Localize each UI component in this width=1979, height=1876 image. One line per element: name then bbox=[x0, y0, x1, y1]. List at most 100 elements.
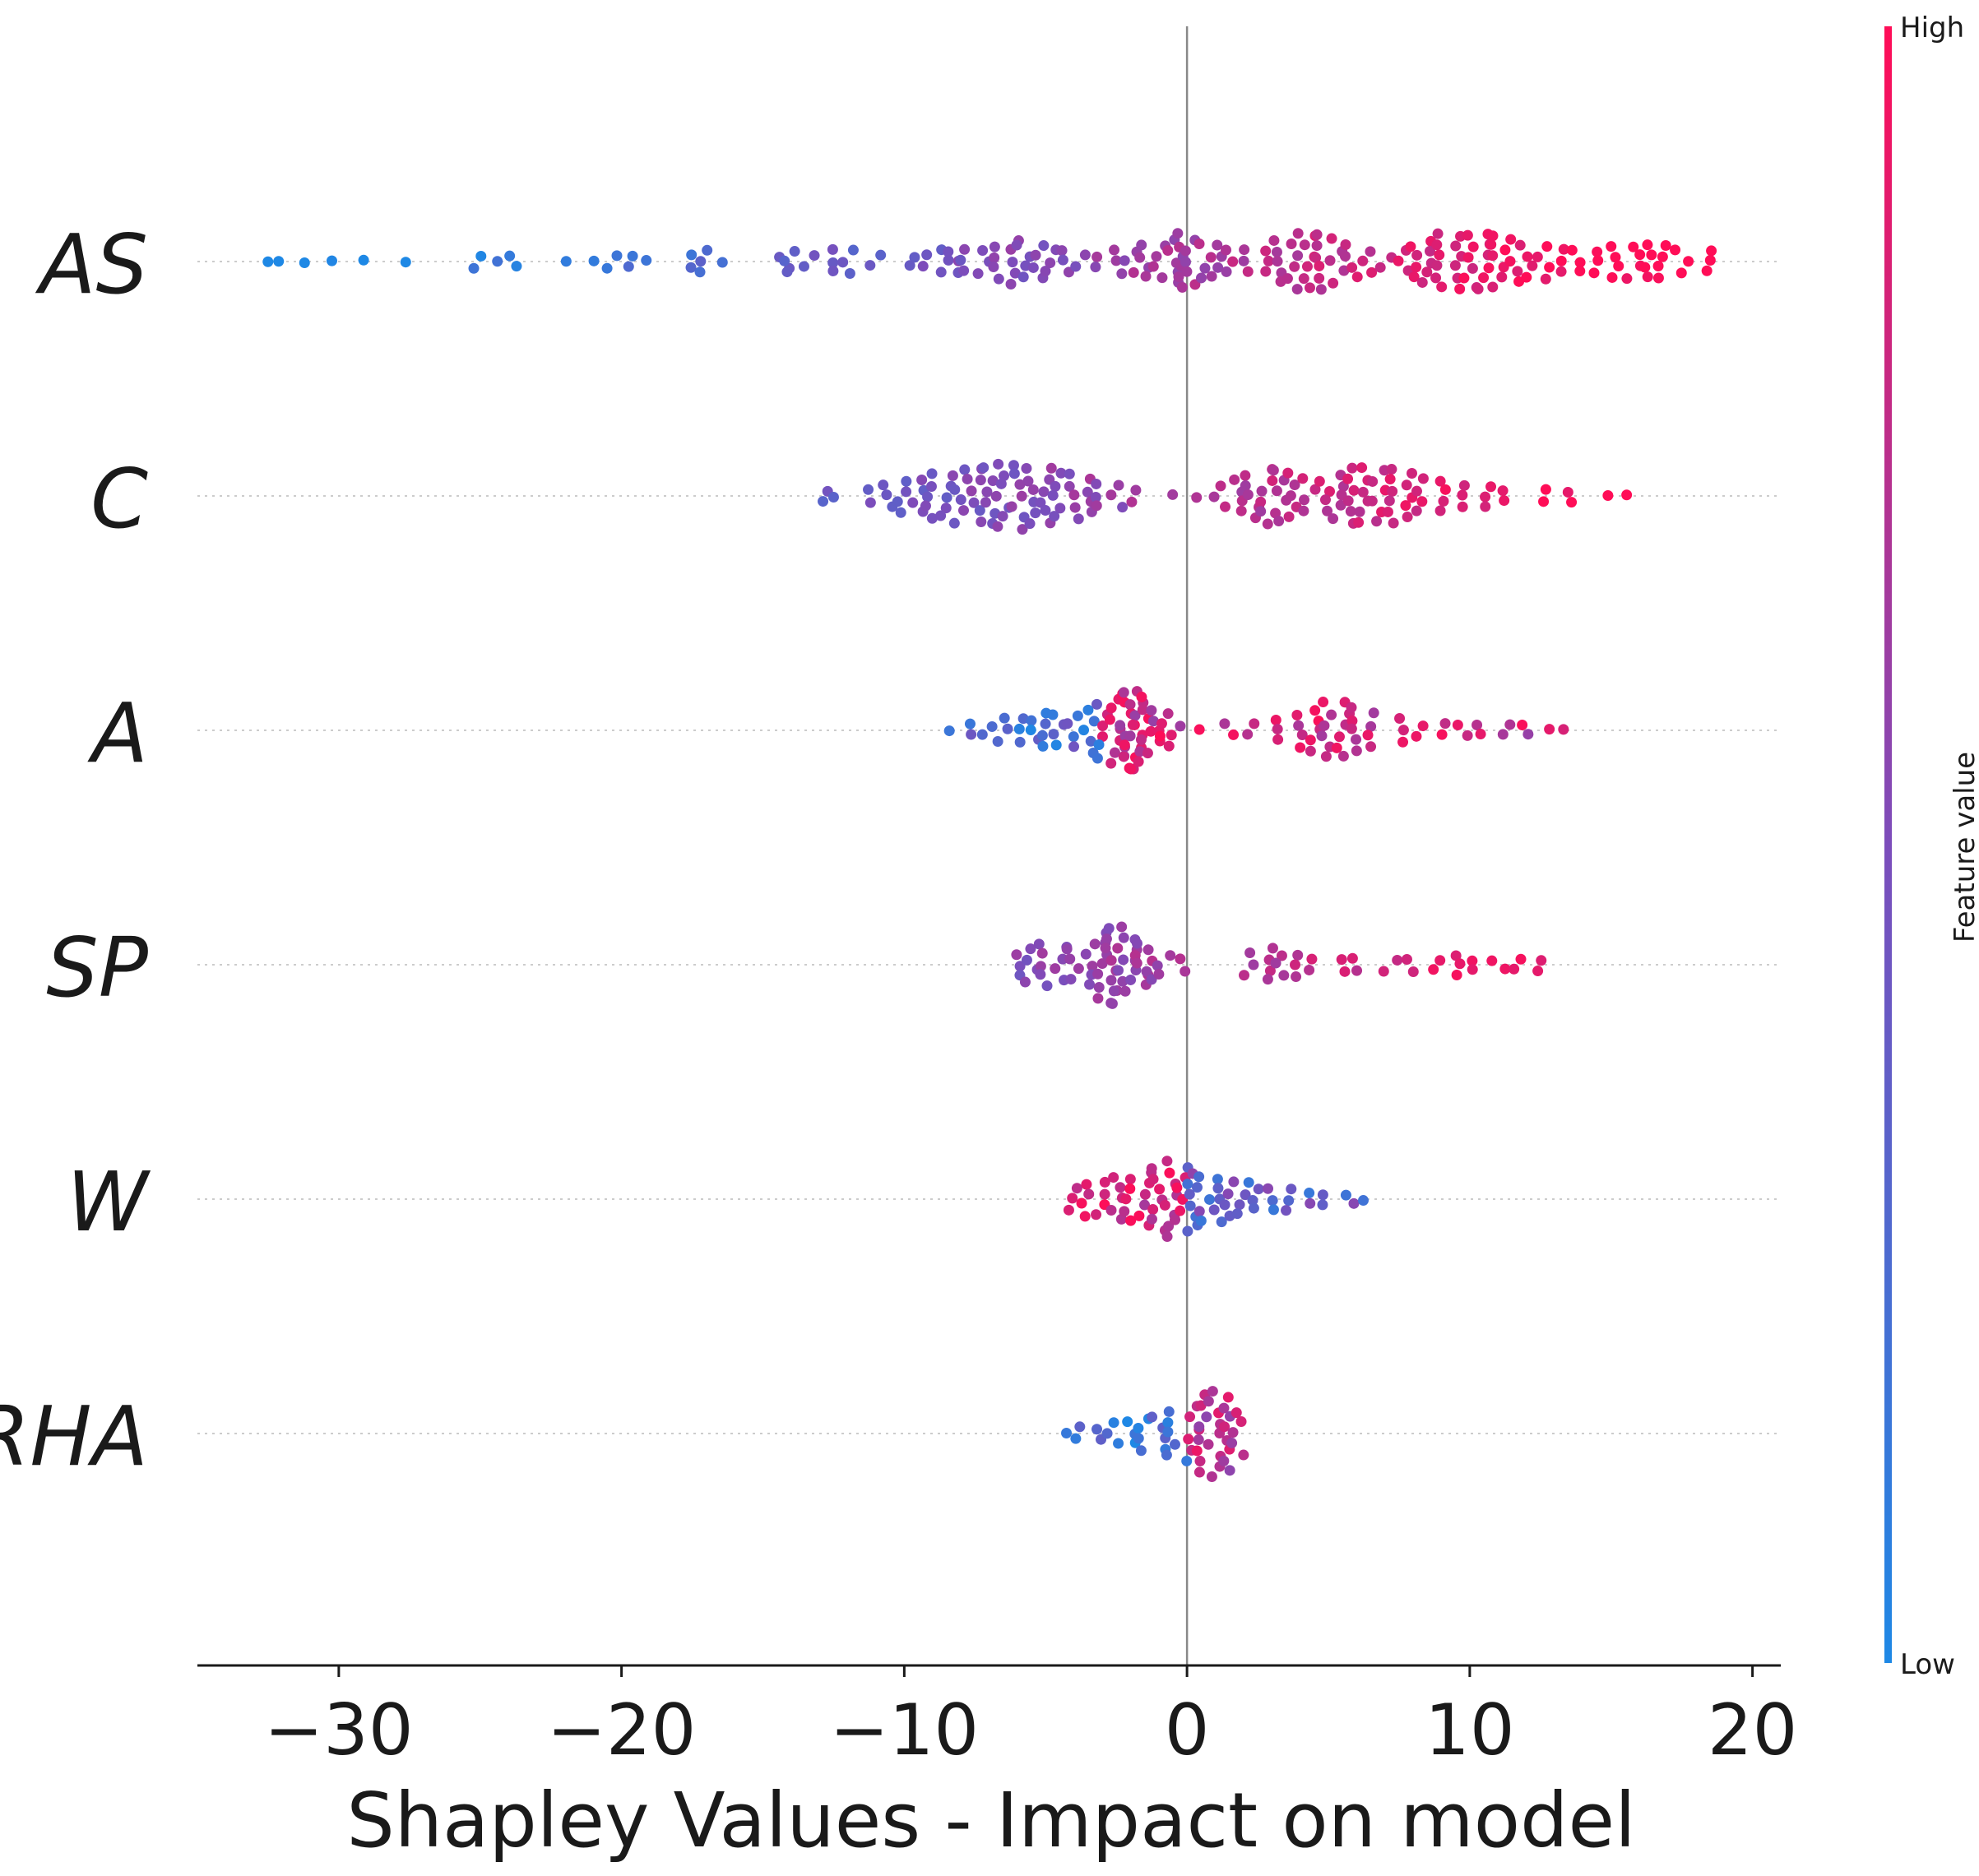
shap-point bbox=[1515, 953, 1527, 965]
shap-point bbox=[1319, 720, 1330, 731]
shap-point bbox=[921, 249, 933, 261]
shap-point bbox=[1161, 1449, 1172, 1461]
shap-point bbox=[475, 250, 487, 262]
shap-point bbox=[1061, 943, 1073, 955]
shap-point bbox=[1161, 1231, 1173, 1243]
shap-point bbox=[1295, 742, 1306, 753]
shap-point bbox=[1342, 473, 1354, 484]
x-axis-label: Shapley Values - Impact on model bbox=[346, 1776, 1635, 1864]
shap-point bbox=[1207, 1386, 1218, 1397]
shap-point bbox=[1119, 255, 1130, 266]
shap-point bbox=[1154, 730, 1166, 742]
shap-point bbox=[1219, 718, 1231, 730]
shap-point bbox=[1117, 502, 1129, 513]
shap-point bbox=[1175, 953, 1186, 965]
shap-point bbox=[1089, 938, 1101, 950]
shap-point bbox=[1047, 709, 1059, 720]
shap-point bbox=[1193, 1434, 1204, 1446]
shap-point bbox=[1407, 966, 1419, 977]
shap-point bbox=[1378, 966, 1389, 977]
shap-point bbox=[1346, 462, 1358, 474]
shap-point bbox=[1263, 255, 1274, 266]
shap-point bbox=[1268, 1204, 1279, 1216]
shap-point bbox=[1283, 511, 1295, 522]
shap-point bbox=[1310, 252, 1322, 263]
shap-point bbox=[702, 244, 713, 256]
shap-point bbox=[1184, 1200, 1196, 1211]
shap-point bbox=[1030, 249, 1041, 261]
shap-point bbox=[1073, 963, 1084, 975]
shap-point bbox=[1504, 256, 1516, 267]
shap-point bbox=[1499, 963, 1511, 975]
shap-point bbox=[1264, 965, 1276, 976]
shap-point bbox=[1050, 739, 1062, 751]
series-rha bbox=[1061, 1386, 1249, 1482]
shap-point bbox=[1169, 1438, 1180, 1450]
shap-point bbox=[1496, 271, 1508, 283]
shap-point bbox=[1451, 970, 1462, 981]
colorbar-high-label: High bbox=[1900, 12, 1964, 44]
colorbar-low-label: Low bbox=[1900, 1648, 1955, 1681]
shap-point bbox=[949, 484, 961, 495]
shap-point bbox=[1137, 704, 1148, 716]
shap-point bbox=[1124, 730, 1136, 742]
shap-point bbox=[1037, 740, 1049, 752]
shap-point bbox=[1417, 720, 1429, 732]
shap-point bbox=[1016, 490, 1027, 502]
shap-point bbox=[1215, 480, 1226, 492]
shap-point bbox=[964, 718, 976, 730]
shap-point bbox=[1036, 730, 1048, 741]
shap-point bbox=[1240, 480, 1251, 492]
shap-point bbox=[1267, 1195, 1278, 1207]
shap-point bbox=[997, 511, 1008, 522]
shap-point bbox=[1351, 734, 1362, 745]
shap-point bbox=[955, 254, 966, 266]
shap-point bbox=[1434, 475, 1446, 487]
shap-point bbox=[922, 491, 934, 503]
shap-point bbox=[935, 510, 947, 521]
shap-point bbox=[1062, 718, 1073, 730]
shap-point bbox=[1165, 950, 1176, 961]
shap-point bbox=[1544, 724, 1555, 735]
shap-point bbox=[1271, 485, 1282, 497]
shap-point bbox=[1289, 479, 1300, 490]
shap-point bbox=[1080, 948, 1091, 960]
shap-point bbox=[1522, 729, 1534, 740]
shap-point bbox=[1592, 246, 1603, 257]
shap-point bbox=[1151, 251, 1162, 262]
shap-point bbox=[1194, 1456, 1206, 1467]
shap-point bbox=[1131, 957, 1142, 969]
shap-point bbox=[864, 260, 876, 271]
feature-label-sp: SP bbox=[46, 919, 148, 1016]
shap-point bbox=[1206, 1471, 1217, 1482]
shap-point bbox=[1538, 496, 1550, 507]
shap-point bbox=[1270, 957, 1281, 969]
shap-point bbox=[1290, 959, 1301, 970]
colorbar-title: Feature value bbox=[1949, 752, 1979, 943]
shap-point bbox=[1147, 261, 1159, 272]
shap-point bbox=[1574, 257, 1586, 268]
shap-point bbox=[1324, 485, 1336, 497]
shap-point bbox=[968, 497, 980, 508]
shap-point bbox=[1566, 244, 1578, 256]
shap-point bbox=[1027, 262, 1039, 273]
shap-point bbox=[1532, 251, 1543, 262]
shap-point bbox=[827, 257, 839, 268]
shap-point bbox=[1242, 489, 1254, 500]
shap-point bbox=[1289, 261, 1300, 272]
shap-point bbox=[468, 262, 480, 274]
shap-point bbox=[1354, 506, 1365, 517]
shap-point bbox=[1226, 1438, 1238, 1449]
shap-point bbox=[1392, 954, 1403, 966]
shap-point bbox=[1162, 708, 1174, 720]
shap-point bbox=[1041, 980, 1053, 992]
shap-point bbox=[958, 265, 970, 276]
shap-point bbox=[1353, 516, 1365, 528]
shap-point bbox=[1402, 512, 1413, 523]
shap-point bbox=[1191, 1445, 1203, 1457]
shap-point bbox=[990, 490, 1002, 502]
shap-point bbox=[1118, 932, 1129, 943]
shap-point bbox=[1021, 954, 1032, 966]
shap-point bbox=[1475, 729, 1486, 740]
shap-point bbox=[1228, 729, 1240, 740]
